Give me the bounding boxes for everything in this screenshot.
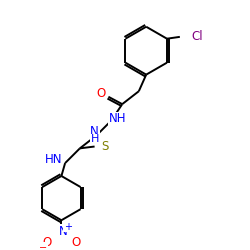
Text: O: O (42, 236, 51, 249)
Text: O: O (72, 236, 81, 249)
Text: N: N (90, 125, 99, 138)
Text: HN: HN (45, 153, 62, 166)
Text: N: N (59, 225, 68, 238)
Text: +: + (64, 222, 72, 232)
Text: S: S (101, 140, 108, 153)
Text: NH: NH (109, 112, 126, 125)
Text: Cl: Cl (191, 30, 202, 43)
Text: −: − (39, 243, 47, 250)
Text: O: O (96, 88, 106, 101)
Text: H: H (90, 134, 99, 144)
